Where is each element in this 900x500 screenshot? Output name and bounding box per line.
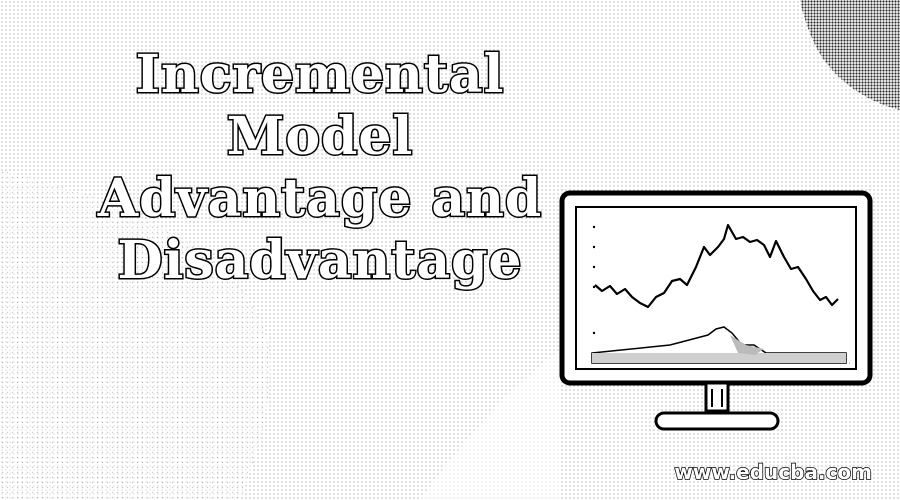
- watermark-text: www.educba.com: [674, 459, 873, 485]
- monitor-neck: [704, 381, 730, 413]
- banner-title: Incremental Model Advantage and Disadvan…: [40, 43, 600, 293]
- title-line-1: Incremental Model: [134, 43, 505, 169]
- axis-tick-dots: [592, 225, 596, 335]
- chart-line: [594, 223, 839, 309]
- title-line-3: Disadvantage: [116, 229, 523, 293]
- monitor-base: [654, 411, 780, 431]
- chart-area-shadow: [730, 335, 764, 355]
- corner-crescent-shape: [800, 0, 900, 110]
- title-line-2: Advantage and: [96, 167, 543, 231]
- chart-area-band: [592, 353, 846, 363]
- left-band-shape: [0, 170, 271, 500]
- monitor-with-line-chart-icon: [559, 190, 873, 431]
- light-strip-shape: [420, 350, 560, 500]
